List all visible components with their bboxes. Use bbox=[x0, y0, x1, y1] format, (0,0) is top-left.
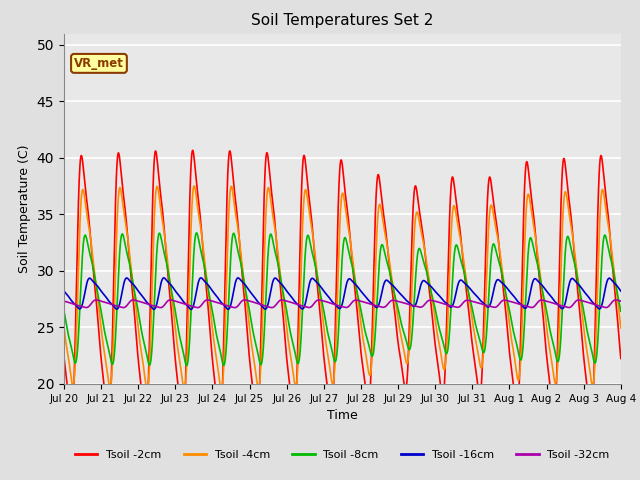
Tsoil -32cm bbox=[204, 297, 211, 303]
Tsoil -16cm bbox=[568, 276, 576, 281]
Tsoil -2cm bbox=[60, 354, 68, 360]
Tsoil -8cm bbox=[216, 346, 223, 352]
Line: Tsoil -32cm: Tsoil -32cm bbox=[64, 300, 621, 308]
Tsoil -4cm bbox=[371, 279, 379, 285]
Tsoil -16cm bbox=[371, 304, 379, 310]
Tsoil -32cm bbox=[617, 298, 625, 304]
Tsoil -2cm bbox=[568, 224, 576, 230]
Tsoil -8cm bbox=[193, 230, 200, 236]
Tsoil -32cm bbox=[216, 300, 223, 306]
Tsoil -4cm bbox=[568, 229, 576, 235]
Tsoil -16cm bbox=[584, 293, 591, 299]
Tsoil -32cm bbox=[568, 303, 576, 309]
Text: VR_met: VR_met bbox=[74, 57, 124, 70]
Tsoil -4cm bbox=[617, 325, 625, 331]
X-axis label: Time: Time bbox=[327, 409, 358, 422]
Tsoil -16cm bbox=[197, 275, 205, 281]
Tsoil -8cm bbox=[182, 362, 190, 368]
Tsoil -2cm bbox=[371, 222, 379, 228]
Tsoil -8cm bbox=[584, 330, 591, 336]
Tsoil -4cm bbox=[190, 183, 198, 189]
Tsoil -16cm bbox=[188, 306, 195, 312]
Tsoil -8cm bbox=[60, 308, 68, 314]
Tsoil -2cm bbox=[617, 356, 625, 361]
Tsoil -8cm bbox=[617, 308, 625, 314]
Line: Tsoil -2cm: Tsoil -2cm bbox=[64, 150, 621, 425]
Tsoil -2cm bbox=[359, 364, 367, 370]
Tsoil -32cm bbox=[584, 300, 591, 305]
Tsoil -4cm bbox=[584, 351, 591, 357]
Line: Tsoil -4cm: Tsoil -4cm bbox=[64, 186, 621, 390]
Tsoil -16cm bbox=[505, 288, 513, 293]
Tsoil -8cm bbox=[359, 318, 367, 324]
Tsoil -4cm bbox=[180, 387, 188, 393]
Tsoil -32cm bbox=[359, 299, 367, 305]
Tsoil -16cm bbox=[216, 298, 223, 303]
Title: Soil Temperatures Set 2: Soil Temperatures Set 2 bbox=[252, 13, 433, 28]
Line: Tsoil -8cm: Tsoil -8cm bbox=[64, 233, 621, 365]
Tsoil -4cm bbox=[216, 380, 223, 386]
Tsoil -8cm bbox=[505, 303, 513, 309]
Tsoil -8cm bbox=[371, 334, 379, 340]
Tsoil -2cm bbox=[505, 341, 513, 347]
Tsoil -4cm bbox=[60, 324, 68, 330]
Tsoil -16cm bbox=[617, 288, 625, 294]
Tsoil -2cm bbox=[189, 147, 196, 153]
Tsoil -2cm bbox=[179, 422, 187, 428]
Tsoil -8cm bbox=[568, 251, 576, 256]
Tsoil -32cm bbox=[371, 302, 379, 308]
Legend: Tsoil -2cm, Tsoil -4cm, Tsoil -8cm, Tsoil -16cm, Tsoil -32cm: Tsoil -2cm, Tsoil -4cm, Tsoil -8cm, Tsoi… bbox=[70, 445, 614, 465]
Tsoil -16cm bbox=[359, 290, 367, 296]
Tsoil -16cm bbox=[60, 288, 68, 294]
Tsoil -32cm bbox=[194, 305, 202, 311]
Tsoil -32cm bbox=[505, 298, 513, 304]
Tsoil -32cm bbox=[60, 298, 68, 304]
Line: Tsoil -16cm: Tsoil -16cm bbox=[64, 278, 621, 309]
Y-axis label: Soil Temperature (C): Soil Temperature (C) bbox=[18, 144, 31, 273]
Tsoil -2cm bbox=[216, 422, 223, 428]
Tsoil -2cm bbox=[584, 388, 591, 394]
Tsoil -4cm bbox=[359, 336, 367, 341]
Tsoil -4cm bbox=[505, 314, 513, 320]
